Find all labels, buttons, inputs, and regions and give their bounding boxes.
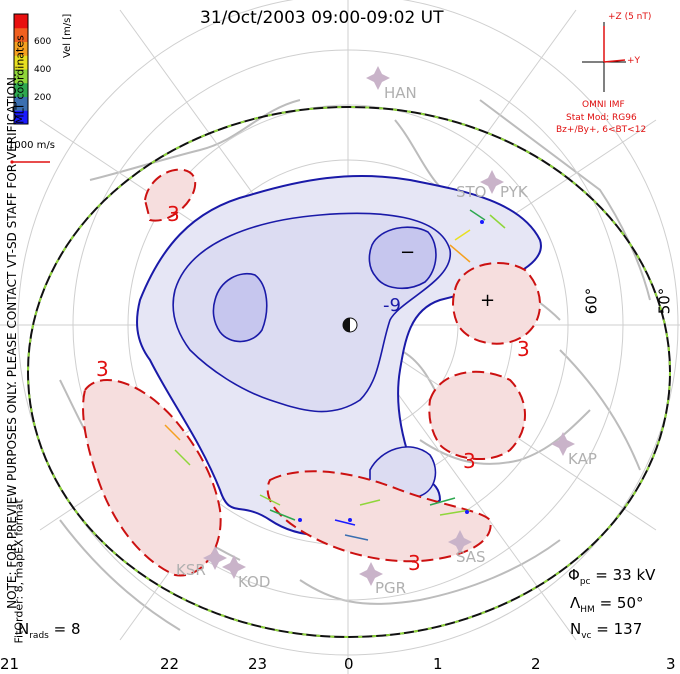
mlt-label: 21 bbox=[0, 655, 20, 673]
station-label: KOD bbox=[238, 573, 271, 591]
mlt-label: 3 bbox=[666, 655, 676, 673]
vector-count: Nvc = 137 bbox=[570, 620, 643, 641]
negative-potential-cell bbox=[136, 175, 542, 536]
contour-label: 3 bbox=[408, 551, 421, 575]
mlt-label: 1 bbox=[433, 655, 443, 673]
mlt-label: 23 bbox=[248, 655, 268, 673]
scale-label: 1000 m/s bbox=[8, 140, 55, 151]
station-markers bbox=[203, 66, 575, 586]
colorbar-tick: 600 bbox=[34, 37, 52, 47]
station-label: HAN bbox=[384, 84, 417, 102]
colorbar-tick: 400 bbox=[34, 65, 52, 75]
imf-model: Stat Mod: RG96 bbox=[566, 113, 637, 123]
coordinate-note: MLT coordinates bbox=[13, 35, 27, 124]
mlt-label: 22 bbox=[160, 655, 180, 673]
radar-count: Nrads = 8 bbox=[18, 620, 81, 641]
velocity-vectors bbox=[164, 209, 506, 541]
contour-label: 3 bbox=[167, 202, 180, 226]
latitude-label: 60° bbox=[582, 287, 601, 315]
positive-cell-marker: + bbox=[480, 290, 496, 311]
colorbar-segment bbox=[14, 69, 28, 84]
colorbar-segment bbox=[14, 41, 28, 56]
station-label: PYK bbox=[500, 183, 528, 201]
mlt-label: 0 bbox=[344, 655, 354, 673]
contour-label: 3 bbox=[517, 337, 530, 361]
contour-label: 3 bbox=[96, 357, 109, 381]
station-label: SAS bbox=[456, 548, 486, 566]
cross-polar-potential: Φpc = 33 kV bbox=[568, 566, 656, 587]
colorbar-segment bbox=[14, 82, 28, 97]
colorbar-segment bbox=[14, 96, 28, 111]
colorbar-tick: 200 bbox=[34, 93, 52, 103]
contour-label: 3 bbox=[463, 449, 476, 473]
colorbar-segment bbox=[14, 110, 28, 125]
colorbar-segment bbox=[14, 27, 28, 42]
colorbar-label: Vel [m/s] bbox=[62, 13, 73, 58]
station-label: PGR bbox=[375, 579, 407, 597]
map-title: 31/Oct/2003 09:00-09:02 UT bbox=[200, 8, 444, 28]
hm-latitude: ΛHM = 50° bbox=[570, 594, 644, 615]
mlt-label: 2 bbox=[531, 655, 541, 673]
negative-cell-marker: − bbox=[400, 242, 416, 263]
station-label: STO bbox=[456, 183, 487, 201]
colorbar-segment bbox=[14, 14, 28, 29]
station-label: KSR bbox=[176, 561, 206, 579]
imf-source: OMNI IMF bbox=[582, 100, 625, 110]
contour-label: -9 bbox=[383, 295, 401, 316]
positive-potential-cells bbox=[82, 168, 541, 577]
latitude-label: 50° bbox=[655, 287, 674, 315]
fit-order-note: FitOrder: 8, mapEX format bbox=[12, 499, 26, 644]
velocity-colorbar bbox=[14, 14, 28, 125]
imf-y-label: +Y bbox=[627, 56, 641, 66]
imf-z-label: +Z (5 nT) bbox=[608, 12, 652, 22]
station-label: KAP bbox=[568, 450, 597, 468]
colorbar-segment bbox=[14, 55, 28, 70]
imf-model-condition: Bz+/By+, 6<BT<12 bbox=[556, 125, 647, 135]
